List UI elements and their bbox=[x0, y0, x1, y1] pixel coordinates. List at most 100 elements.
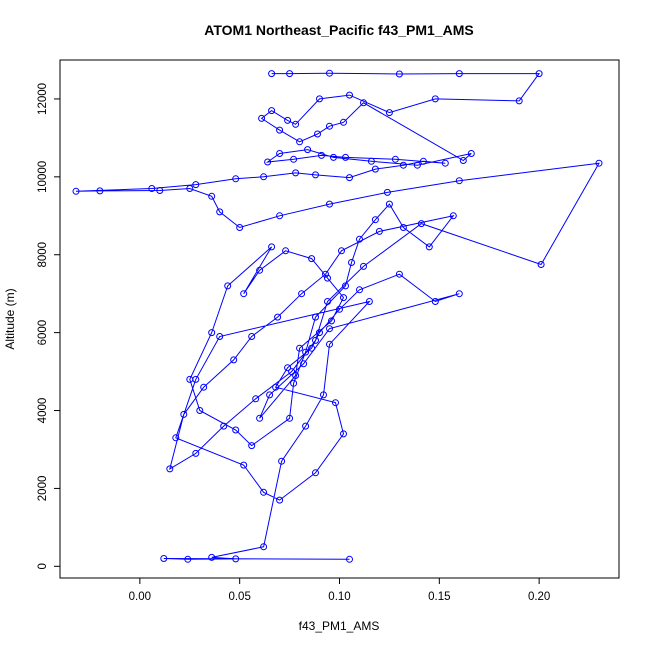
data-point bbox=[160, 555, 168, 562]
data-point bbox=[340, 294, 347, 302]
data-point bbox=[166, 465, 174, 473]
data-point bbox=[326, 122, 333, 130]
data-point bbox=[395, 70, 403, 78]
data-point bbox=[260, 488, 268, 496]
data-point bbox=[365, 298, 373, 305]
data-point bbox=[340, 118, 347, 126]
data-point bbox=[220, 422, 228, 430]
data-point bbox=[260, 543, 268, 551]
data-point bbox=[312, 469, 319, 477]
data-point bbox=[284, 364, 292, 372]
data-point bbox=[455, 290, 463, 298]
y-axis: 0 2000 4000 6000 8000 10000 12000 bbox=[37, 83, 60, 570]
data-point bbox=[367, 157, 375, 165]
data-point bbox=[304, 146, 312, 154]
y-tick-label: 6000 bbox=[37, 320, 49, 346]
data-point bbox=[346, 91, 353, 99]
x-tick-label: 0.00 bbox=[129, 591, 151, 603]
data-point bbox=[308, 255, 316, 263]
data-point bbox=[290, 155, 298, 163]
data-point bbox=[455, 177, 463, 185]
data-point bbox=[232, 555, 240, 563]
data-point bbox=[192, 449, 200, 457]
x-tick-label: 0.15 bbox=[428, 591, 450, 603]
data-point bbox=[360, 99, 367, 107]
y-tick-label: 8000 bbox=[37, 242, 49, 268]
data-point bbox=[385, 109, 393, 117]
data-point bbox=[324, 298, 331, 305]
data-point bbox=[342, 153, 349, 161]
data-point bbox=[268, 243, 276, 251]
data-point bbox=[320, 391, 327, 399]
x-tick-label: 0.20 bbox=[528, 591, 550, 603]
data-point bbox=[236, 224, 244, 231]
data-point bbox=[326, 325, 333, 333]
data-point bbox=[186, 185, 194, 192]
data-point bbox=[196, 407, 204, 414]
data-point bbox=[288, 368, 296, 376]
data-point bbox=[290, 379, 298, 387]
data-point bbox=[252, 395, 260, 403]
chart-title: ATOM1 Northeast_Pacific f43_PM1_AMS bbox=[204, 22, 473, 38]
data-point bbox=[330, 153, 337, 161]
data-point bbox=[399, 161, 407, 169]
data-point bbox=[260, 173, 268, 181]
data-point bbox=[240, 461, 248, 469]
data-point bbox=[192, 181, 200, 189]
data-point bbox=[326, 200, 333, 208]
data-point bbox=[230, 356, 238, 364]
data-point bbox=[156, 187, 164, 194]
data-point bbox=[292, 120, 300, 128]
data-point bbox=[258, 114, 266, 122]
data-point bbox=[284, 116, 292, 124]
data-point bbox=[248, 442, 256, 450]
data-point bbox=[371, 216, 379, 224]
data-point bbox=[332, 399, 339, 407]
data-point bbox=[216, 333, 224, 340]
data-point bbox=[537, 261, 545, 268]
data-point bbox=[515, 97, 523, 105]
data-point bbox=[328, 317, 335, 325]
data-point bbox=[312, 171, 319, 179]
data-point bbox=[316, 329, 323, 337]
plot-frame bbox=[59, 59, 620, 579]
y-tick-label: 12000 bbox=[37, 83, 49, 115]
data-point bbox=[467, 150, 475, 157]
data-point bbox=[278, 457, 286, 465]
data-point bbox=[356, 286, 363, 294]
data-point bbox=[338, 247, 345, 255]
data-point bbox=[208, 329, 216, 337]
data-point bbox=[292, 372, 300, 379]
data-point bbox=[314, 130, 321, 138]
data-point bbox=[395, 270, 403, 278]
data-point bbox=[318, 151, 325, 159]
data-point bbox=[184, 555, 192, 563]
data-point bbox=[276, 126, 284, 134]
data-point bbox=[312, 313, 319, 321]
data-point bbox=[296, 344, 304, 352]
data-point bbox=[276, 212, 284, 220]
data-point bbox=[348, 259, 355, 266]
data-point bbox=[282, 247, 290, 255]
data-point bbox=[340, 430, 347, 438]
data-point bbox=[431, 298, 439, 305]
data-point bbox=[385, 200, 393, 208]
data-point bbox=[535, 70, 543, 78]
data-point bbox=[371, 165, 379, 173]
data-point bbox=[172, 434, 180, 442]
data-point bbox=[216, 208, 224, 216]
data-point bbox=[449, 212, 457, 220]
x-tick-label: 0.10 bbox=[328, 591, 350, 603]
data-point bbox=[274, 313, 282, 321]
data-point bbox=[248, 333, 256, 340]
data-point bbox=[186, 375, 194, 383]
data-point bbox=[342, 282, 349, 290]
data-point bbox=[256, 414, 264, 422]
data-point bbox=[346, 174, 353, 182]
data-point bbox=[346, 555, 353, 563]
data-point bbox=[312, 336, 319, 344]
data-point bbox=[356, 235, 363, 243]
data-point bbox=[232, 175, 240, 183]
x-tick-label: 0.05 bbox=[228, 591, 250, 603]
data-point bbox=[180, 410, 188, 418]
